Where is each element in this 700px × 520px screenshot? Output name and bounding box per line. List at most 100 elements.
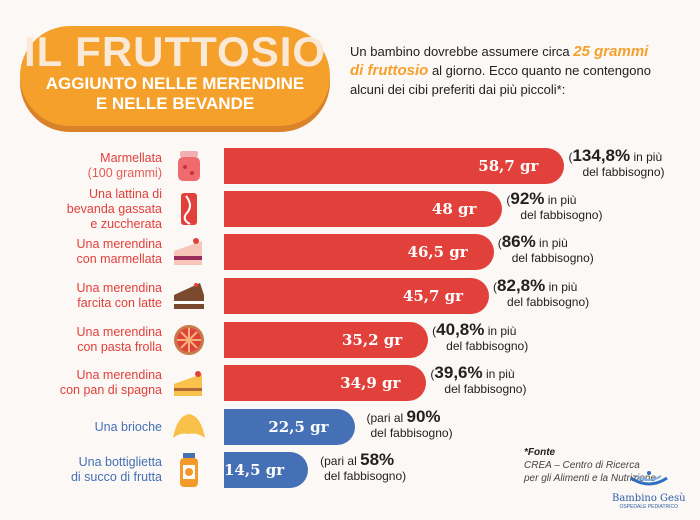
percentage-note: (pari al 58% del fabbisogno) (320, 450, 407, 484)
category-label-line: farcita con latte (77, 296, 162, 310)
category-label-line: Una lattina di (89, 186, 162, 201)
category-label-line: con pan di spagna (59, 383, 162, 397)
category-label-line: Una merendina (76, 237, 162, 251)
bar: 35,2 gr (224, 322, 429, 358)
sponge-cake-icon (174, 371, 202, 396)
intro-part2: al giorno. Ecco quanto ne contengono alc… (350, 63, 651, 97)
note-prefix: ( (568, 150, 573, 164)
bar: 22,5 gr (224, 409, 355, 445)
chocolate-cake-icon (174, 283, 204, 309)
tart-icon (174, 325, 204, 355)
note-prefix: ( (432, 324, 437, 338)
category-label-line: Una brioche (94, 419, 162, 434)
note-line2: del fabbisogno) (507, 295, 590, 309)
percentage-note: (40,8% in più del fabbisogno) (432, 320, 529, 354)
note-line2: del fabbisogno) (582, 165, 665, 179)
bar: 45,7 gr (224, 278, 490, 314)
category-label: Una merendina farcita con latte (2, 281, 162, 311)
category-label: Marmellata (100 grammi) (2, 151, 162, 181)
bar-value-label: 46,5 gr (407, 243, 468, 261)
source-note: *Fonte CREA – Centro di Ricerca per gli … (524, 446, 656, 485)
source-line2: per gli Alimenti e la Nutrizione (524, 473, 656, 484)
note-prefix: (pari al (366, 411, 407, 425)
bar: 46,5 gr (224, 234, 494, 270)
note-line2: del fabbisogno) (520, 208, 603, 222)
bar-value-label: 34,9 gr (340, 374, 401, 392)
percentage-value: 40,8% (436, 320, 485, 339)
subtitle-line1: AGGIUNTO NELLE MERENDINE (45, 74, 305, 93)
title-badge: IL FRUTTOSIO AGGIUNTO NELLE MERENDINE E … (20, 26, 330, 126)
percentage-value: 82,8% (497, 276, 546, 295)
category-label-line: Una merendina (76, 325, 162, 339)
croissant-icon (173, 414, 205, 438)
jam-jar-icon (178, 151, 200, 181)
title: IL FRUTTOSIO (23, 28, 327, 75)
category-label-line: Una merendina (76, 281, 162, 295)
note-prefix: (pari al (320, 454, 361, 468)
category-label-line: (100 grammi) (87, 166, 162, 180)
percentage-value: 90% (406, 407, 441, 426)
percentage-note: (82,8% in più del fabbisogno) (493, 276, 590, 310)
source-line1: CREA – Centro di Ricerca (524, 460, 640, 471)
note-line2: del fabbisogno) (446, 339, 529, 353)
bar-value-label: 14,5 gr (224, 461, 285, 479)
note-suffix: in più (484, 324, 517, 338)
intro-text: Un bambino dovrebbe assumere circa 25 gr… (350, 42, 670, 99)
bar: 14,5 gr (224, 452, 309, 488)
note-suffix: in più (482, 367, 515, 381)
bar-value-label: 48 gr (431, 200, 477, 218)
note-suffix: in più (535, 236, 568, 250)
intro-highlight-amount: 25 grammi (573, 43, 649, 60)
logo-name: Bambino Gesù (612, 493, 686, 504)
note-line2: del fabbisogno) (511, 251, 594, 265)
category-label-line: bevanda gassata (66, 201, 162, 216)
percentage-note: (86% in più del fabbisogno) (497, 232, 594, 266)
percentage-value: 92% (510, 189, 545, 208)
note-prefix: ( (497, 236, 502, 250)
bar-value-label: 45,7 gr (402, 287, 464, 305)
intro-highlight-fructose: di fruttosio (350, 62, 429, 79)
bar: 34,9 gr (224, 365, 427, 401)
note-line2: del fabbisogno) (444, 382, 527, 396)
category-label-line: Marmellata (100, 151, 162, 165)
category-label-line: con marmellata (76, 252, 162, 266)
percentage-note: (134,8% in più del fabbisogno) (568, 146, 665, 180)
jam-cake-icon (174, 238, 202, 265)
percentage-note: (92% in più del fabbisogno) (506, 189, 603, 223)
note-suffix: in più (544, 193, 577, 207)
soda-can-icon (181, 193, 197, 225)
note-line2: del fabbisogno) (370, 426, 453, 440)
category-label: Una merendina con pasta frolla (2, 325, 162, 355)
bar-value-label: 58,7 gr (478, 157, 539, 175)
percentage-value: 86% (501, 232, 536, 251)
category-label: Una merendina con pan di spagna (2, 368, 162, 398)
bar-value-label: 22,5 gr (268, 418, 329, 436)
category-label-line: di succo di frutta (70, 470, 162, 484)
percentage-value: 39,6% (434, 363, 483, 382)
percentage-value: 58% (360, 450, 395, 469)
source-title: *Fonte (524, 447, 556, 458)
bar: 48 gr (224, 191, 503, 227)
category-label-line: Una merendina (76, 368, 162, 382)
category-label: Una lattina di bevanda gassata e zuccherat… (2, 187, 162, 232)
category-label-line: e zuccherata (90, 216, 162, 231)
category-label: Una bottiglietta di succo di frutta (2, 455, 162, 485)
percentage-note: (39,6% in più del fabbisogno) (430, 363, 527, 397)
category-label: Una brioche (2, 420, 162, 435)
note-prefix: ( (493, 280, 498, 294)
note-line2: del fabbisogno) (324, 469, 407, 483)
note-prefix: ( (506, 193, 511, 207)
note-suffix: in più (545, 280, 578, 294)
note-suffix: in più (630, 150, 663, 164)
logo-icon (629, 471, 668, 486)
logo: Bambino Gesù OSPEDALE PEDIATRICO (612, 470, 686, 510)
category-label-line: Una bottiglietta (78, 455, 162, 469)
category-label: Una merendina con marmellata (2, 237, 162, 267)
category-label-line: con pasta frolla (77, 340, 162, 354)
logo-sub: OSPEDALE PEDIATRICO (619, 504, 679, 510)
percentage-note: (pari al 90% del fabbisogno) (366, 407, 453, 441)
percentage-value: 134,8% (572, 146, 631, 165)
juice-bottle-icon (180, 453, 198, 487)
note-prefix: ( (430, 367, 435, 381)
